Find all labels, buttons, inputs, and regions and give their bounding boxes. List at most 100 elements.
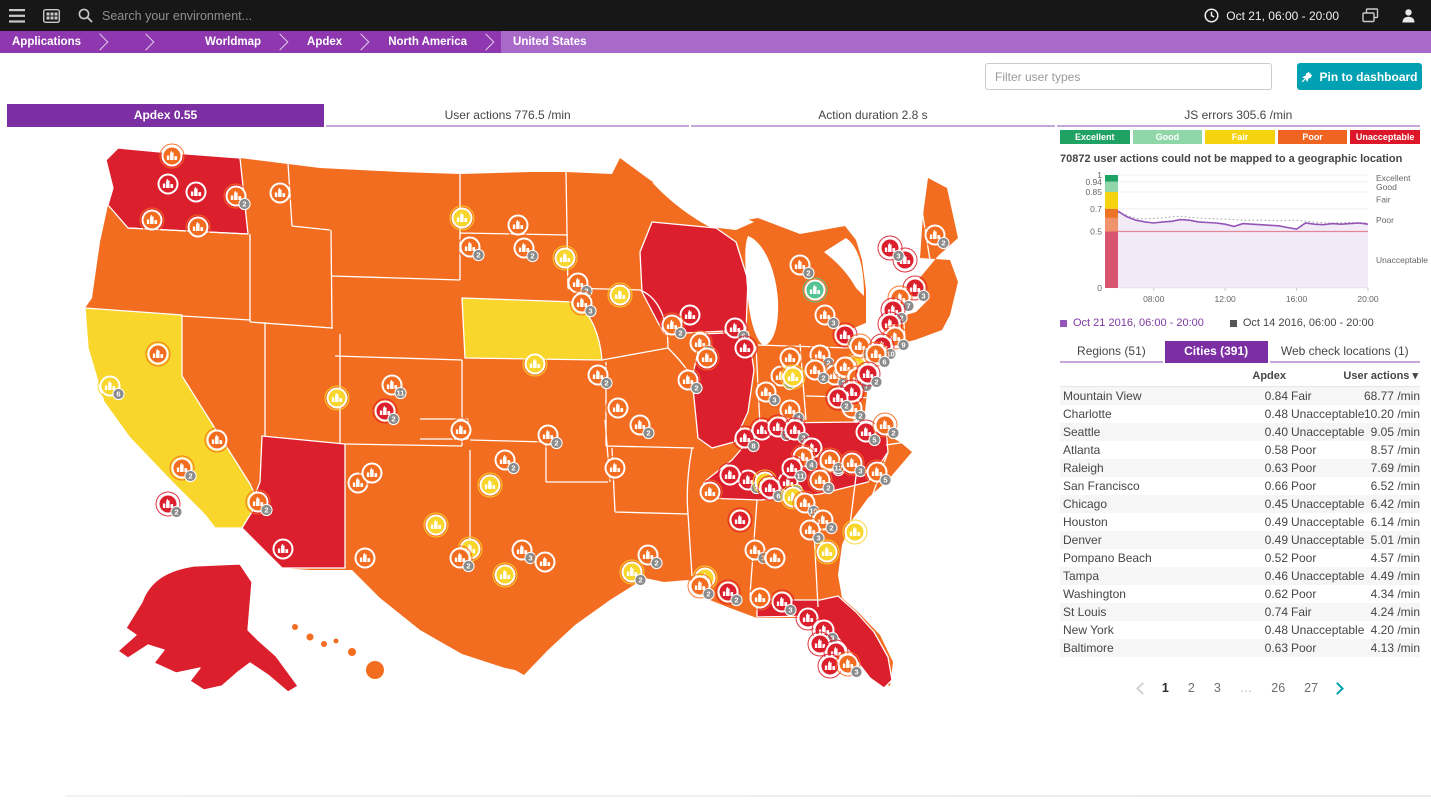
city-marker-poor-x2[interactable]: 2 xyxy=(535,422,563,450)
table-row-washington[interactable]: Washington 0.62 Poor 4.34 /min xyxy=(1060,585,1420,603)
city-marker-unacceptable[interactable] xyxy=(727,507,753,533)
city-marker-poor[interactable] xyxy=(352,545,378,571)
city-marker-poor-x2[interactable]: 2 xyxy=(245,489,273,517)
city-marker-poor[interactable] xyxy=(697,479,723,505)
city-marker-poor-x3[interactable]: 3 xyxy=(835,651,863,679)
us-apdex-map[interactable]: 2221126222232223222226327325342328232223… xyxy=(0,130,1060,760)
state-hi-island-4[interactable] xyxy=(333,638,339,644)
state-ak[interactable] xyxy=(117,563,299,693)
table-row-baltimore[interactable]: Baltimore 0.63 Poor 4.13 /min xyxy=(1060,639,1420,657)
city-marker-good[interactable] xyxy=(802,277,828,303)
breadcrumb-item-united-states[interactable]: United States xyxy=(513,36,587,48)
user-profile-icon[interactable] xyxy=(1391,0,1425,31)
breadcrumb-item-apdex[interactable]: Apdex xyxy=(295,31,353,53)
table-row-seattle[interactable]: Seattle 0.40 Unacceptable 9.05 /min xyxy=(1060,423,1420,441)
city-marker-unacceptable-x5[interactable]: 5 xyxy=(853,419,881,447)
city-marker-unacceptable[interactable] xyxy=(817,653,843,679)
city-marker-unacceptable-x2[interactable]: 2 xyxy=(372,398,400,426)
city-marker-poor-x2[interactable]: 2 xyxy=(807,467,835,495)
city-marker-poor-x12[interactable]: 12 xyxy=(817,447,845,475)
state-hi-island-3[interactable] xyxy=(321,641,327,647)
location-tab-cities[interactable]: Cities (391) xyxy=(1164,341,1268,363)
city-marker-poor-x11[interactable]: 11 xyxy=(379,372,407,400)
city-marker-poor[interactable] xyxy=(139,207,165,233)
table-row-charlotte[interactable]: Charlotte 0.48 Unacceptable 10.20 /min xyxy=(1060,405,1420,423)
rating-chip-excellent[interactable]: Excellent xyxy=(1060,130,1130,144)
location-tab-web[interactable]: Web check locations (1) xyxy=(1269,341,1421,363)
page-1[interactable]: 1 xyxy=(1161,681,1169,695)
table-row-atlanta[interactable]: Atlanta 0.58 Poor 8.57 /min xyxy=(1060,441,1420,459)
city-marker-poor[interactable] xyxy=(359,460,385,486)
city-marker-poor[interactable] xyxy=(505,212,531,238)
city-marker-poor-x2[interactable]: 2 xyxy=(802,357,830,385)
city-marker-unacceptable[interactable] xyxy=(155,171,181,197)
page-3[interactable]: 3 xyxy=(1213,681,1221,695)
state-wi[interactable] xyxy=(639,221,749,335)
state-hi-island-2[interactable] xyxy=(306,633,314,641)
city-marker-unacceptable[interactable] xyxy=(749,417,775,443)
city-marker-unacceptable-x3[interactable]: 3 xyxy=(769,589,797,617)
metric-tab-user[interactable]: User actions 776.5 /min xyxy=(326,104,690,127)
pin-to-dashboard-button[interactable]: Pin to dashboard xyxy=(1297,63,1422,90)
city-marker-poor[interactable] xyxy=(204,427,230,453)
city-marker-poor-x5[interactable]: 5 xyxy=(864,459,892,487)
city-marker-poor-x3[interactable]: 3 xyxy=(839,450,867,478)
city-marker-poor-x2[interactable]: 2 xyxy=(585,362,613,390)
city-marker-unacceptable[interactable] xyxy=(183,179,209,205)
city-marker-poor[interactable] xyxy=(448,417,474,443)
breadcrumb-item-applications[interactable]: Applications xyxy=(0,31,92,53)
city-marker-unacceptable[interactable] xyxy=(270,536,296,562)
city-marker-poor-x2[interactable]: 2 xyxy=(169,455,197,483)
page-2[interactable]: 2 xyxy=(1187,681,1195,695)
city-marker-poor-x2[interactable]: 2 xyxy=(565,270,593,298)
city-marker-poor-x2[interactable]: 2 xyxy=(675,367,703,395)
rating-chip-good[interactable]: Good xyxy=(1132,130,1203,144)
city-marker-unacceptable[interactable] xyxy=(732,335,758,361)
city-marker-poor[interactable] xyxy=(145,341,171,367)
state-hi-island-6[interactable] xyxy=(366,661,384,679)
city-marker-poor[interactable] xyxy=(602,455,628,481)
search-input[interactable] xyxy=(102,8,502,23)
series-legend-item-1[interactable]: Oct 21 2016, 06:00 - 20:00 xyxy=(1060,317,1204,329)
city-marker-poor-x2[interactable]: 2 xyxy=(787,252,815,280)
city-marker-poor[interactable] xyxy=(267,180,293,206)
city-marker-fair[interactable] xyxy=(423,512,449,538)
table-row-raleigh[interactable]: Raleigh 0.63 Poor 7.69 /min xyxy=(1060,459,1420,477)
city-marker-fair[interactable] xyxy=(842,519,868,545)
prev-page-arrow-icon[interactable] xyxy=(1136,681,1149,695)
table-row-mountain-view[interactable]: Mountain View 0.84 Fair 68.77 /min xyxy=(1060,386,1420,405)
filter-user-types-input[interactable] xyxy=(985,63,1272,90)
table-row-houston[interactable]: Houston 0.49 Unacceptable 6.14 /min xyxy=(1060,513,1420,531)
global-search[interactable] xyxy=(102,8,1194,23)
breadcrumb-item-worldmap[interactable]: Worldmap xyxy=(193,31,272,53)
city-marker-poor-x3[interactable]: 3 xyxy=(797,517,825,545)
state-hi-island-5[interactable] xyxy=(348,648,356,656)
city-marker-poor[interactable] xyxy=(605,395,631,421)
rating-chip-poor[interactable]: Poor xyxy=(1277,130,1348,144)
table-row-pompano-beach[interactable]: Pompano Beach 0.52 Poor 4.57 /min xyxy=(1060,549,1420,567)
city-marker-unacceptable-x3[interactable]: 3 xyxy=(902,275,930,303)
next-page-arrow-icon[interactable] xyxy=(1331,681,1344,695)
breadcrumb-item-north-america[interactable]: North America xyxy=(376,31,478,53)
city-marker-unacceptable-x11[interactable]: 11 xyxy=(779,455,807,483)
city-marker-poor-x2[interactable]: 2 xyxy=(872,412,900,440)
windows-layout-icon[interactable] xyxy=(1353,0,1387,31)
search-icon[interactable] xyxy=(68,0,102,31)
location-tab-regions[interactable]: Regions (51) xyxy=(1060,341,1163,363)
city-marker-poor[interactable] xyxy=(762,545,788,571)
city-marker-unacceptable[interactable] xyxy=(795,605,821,631)
city-marker-poor-x2[interactable]: 2 xyxy=(687,573,715,601)
hamburger-menu-icon[interactable] xyxy=(0,0,34,31)
city-marker-poor-x2[interactable]: 2 xyxy=(447,545,475,573)
city-marker-poor-x2[interactable]: 2 xyxy=(457,234,485,262)
city-marker-poor-x2[interactable]: 2 xyxy=(635,542,663,570)
city-marker-fair[interactable] xyxy=(477,472,503,498)
state-choropleth[interactable] xyxy=(84,147,958,693)
table-row-tampa[interactable]: Tampa 0.46 Unacceptable 4.49 /min xyxy=(1060,567,1420,585)
city-marker-fair[interactable] xyxy=(522,351,548,377)
city-marker-poor-x3[interactable]: 3 xyxy=(753,379,781,407)
user-actions-column-header[interactable]: User actions ▾ xyxy=(1340,365,1420,387)
table-row-chicago[interactable]: Chicago 0.45 Unacceptable 6.42 /min xyxy=(1060,495,1420,513)
city-marker-fair[interactable] xyxy=(814,539,840,565)
city-marker-fair[interactable] xyxy=(324,385,350,411)
